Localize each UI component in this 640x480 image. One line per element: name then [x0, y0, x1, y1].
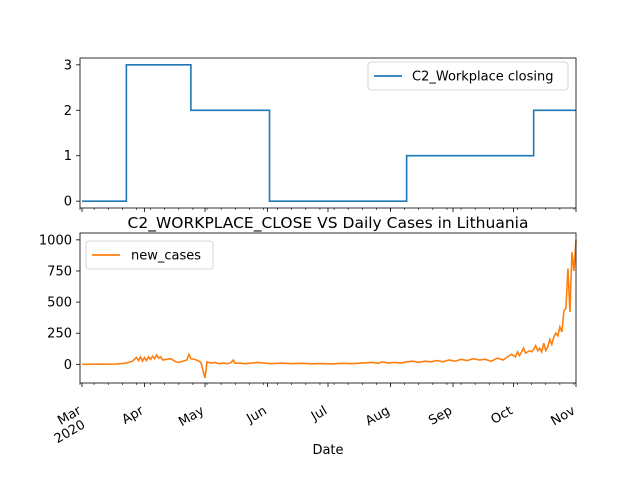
cases-series-line	[82, 239, 577, 379]
cases-y-tick-label: 750	[47, 264, 72, 279]
cases-y-tick-label: 1000	[39, 233, 72, 248]
cases-legend-label: new_cases	[131, 249, 201, 264]
cases-y-tick-label: 250	[47, 327, 72, 342]
cases-y-tick-label: 0	[64, 358, 72, 373]
workplace-legend-label: C2_Workplace closing	[412, 70, 553, 85]
x-tick-label: Jul	[308, 403, 330, 424]
workplace-series-line	[82, 64, 576, 202]
workplace-y-tick-label: 2	[64, 104, 72, 119]
chart-title: C2_WORKPLACE_CLOSE VS Daily Cases in Lit…	[128, 214, 529, 233]
workplace-x-ticks	[79, 208, 577, 212]
cases-y-tick-label: 500	[47, 296, 72, 311]
workplace-legend: C2_Workplace closing	[367, 61, 569, 91]
workplace-y-tick-label: 0	[64, 195, 72, 210]
workplace-series	[82, 64, 576, 202]
workplace-y-axis: 0 1 2 3	[64, 58, 80, 210]
cases-legend: new_cases	[85, 240, 214, 270]
workplace-y-tick-label: 3	[64, 58, 72, 73]
cases-y-axis: 0 250 500 750 1000	[39, 233, 80, 373]
cases-plot-frame	[79, 232, 577, 384]
workplace-y-tick-label: 1	[64, 149, 72, 164]
cases-series	[82, 239, 577, 379]
workplace-closing-panel: 0 1 2 3 C2_Workplace closing	[64, 57, 577, 212]
x-axis-label: Date	[312, 443, 343, 458]
workplace-plot-frame	[79, 57, 577, 209]
